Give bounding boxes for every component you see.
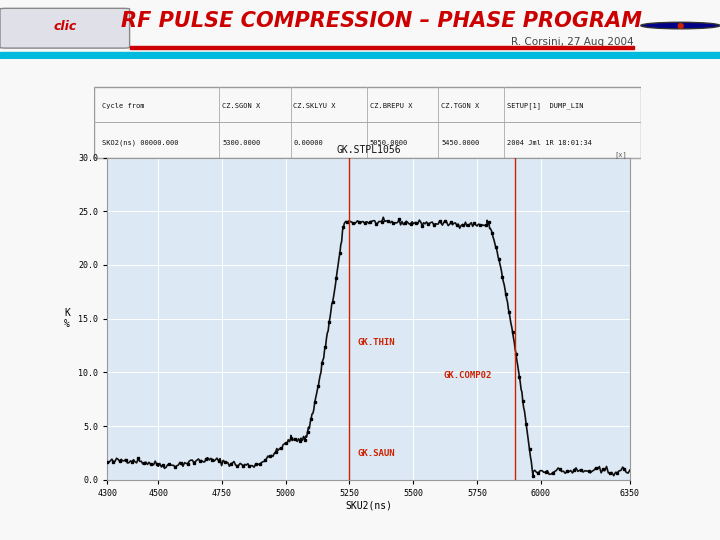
FancyBboxPatch shape bbox=[0, 8, 130, 48]
Title: GK.STPL1056: GK.STPL1056 bbox=[336, 145, 401, 156]
Text: GK.SAUN: GK.SAUN bbox=[357, 449, 395, 458]
Text: GK.THIN: GK.THIN bbox=[357, 339, 395, 348]
Text: SETUP[1]  DUMP_LIN: SETUP[1] DUMP_LIN bbox=[507, 102, 583, 109]
Text: CZ.BREPU X: CZ.BREPU X bbox=[370, 103, 413, 109]
Text: 5450.0000: 5450.0000 bbox=[441, 140, 480, 146]
Text: RF PULSE COMPRESSION – PHASE PROGRAM: RF PULSE COMPRESSION – PHASE PROGRAM bbox=[121, 11, 642, 31]
Text: SKO2(ns) 00000.000: SKO2(ns) 00000.000 bbox=[102, 140, 179, 146]
Bar bbox=[130, 46, 634, 49]
Text: 5050.0000: 5050.0000 bbox=[370, 140, 408, 146]
Text: R. Corsini, 27 Aug 2004: R. Corsini, 27 Aug 2004 bbox=[511, 37, 634, 46]
Text: ●: ● bbox=[677, 21, 684, 30]
X-axis label: SKU2(ns): SKU2(ns) bbox=[345, 501, 392, 510]
Y-axis label: K
%: K % bbox=[64, 308, 70, 329]
Text: clic: clic bbox=[53, 20, 76, 33]
Text: GK.COMP02: GK.COMP02 bbox=[444, 371, 492, 380]
Text: Cycle from: Cycle from bbox=[102, 103, 144, 109]
Text: [x]: [x] bbox=[614, 151, 627, 158]
Text: 0.00000: 0.00000 bbox=[293, 140, 323, 146]
Text: CZ.TGON X: CZ.TGON X bbox=[441, 103, 480, 109]
Circle shape bbox=[641, 22, 720, 29]
Text: CZ.SGON X: CZ.SGON X bbox=[222, 103, 261, 109]
Text: 2004 Jml 1R 18:01:34: 2004 Jml 1R 18:01:34 bbox=[507, 140, 592, 146]
Bar bbox=[94, 87, 641, 158]
Text: 5300.0000: 5300.0000 bbox=[222, 140, 261, 146]
Bar bbox=[0, 52, 720, 59]
Text: CZ.SKLYU X: CZ.SKLYU X bbox=[293, 103, 336, 109]
